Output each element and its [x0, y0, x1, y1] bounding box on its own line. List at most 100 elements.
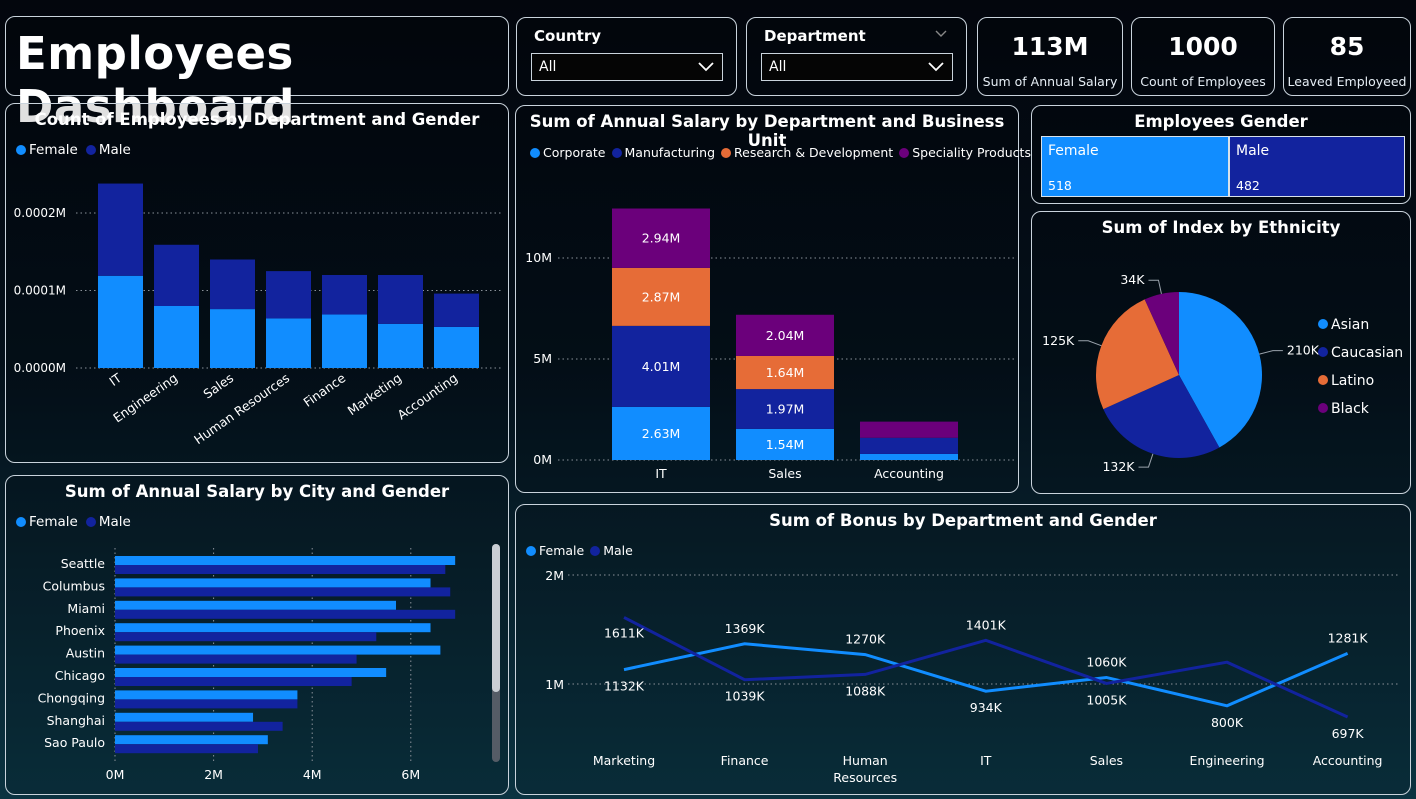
- legend-label: Male: [603, 543, 633, 558]
- legend-item-manufacturing[interactable]: Manufacturing: [611, 145, 715, 160]
- scrollbar-thumb[interactable]: [492, 544, 500, 692]
- tile-name: Female: [1048, 143, 1099, 159]
- bar-segment: [860, 421, 958, 438]
- legend-dot: [16, 145, 26, 155]
- bar-segment: [736, 389, 834, 429]
- x-tick-label: Finance: [721, 753, 769, 768]
- legend-label: Asian: [1331, 317, 1369, 333]
- y-tick-label: 1M: [545, 677, 564, 692]
- data-label: 2.04M: [766, 328, 805, 343]
- bar-female: [115, 578, 431, 588]
- legend-dot: [16, 517, 26, 527]
- legend-item-male[interactable]: Male: [85, 514, 131, 530]
- series-line-male: [623, 616, 1349, 719]
- gender-tile-male[interactable]: Male 482: [1229, 136, 1405, 197]
- x-tick-label: Sales: [200, 370, 236, 401]
- data-label: 934K: [970, 700, 1003, 715]
- ethnicity-pie-chart: 210K 132K 125K 34K Asian Caucasian Latino Black: [1042, 272, 1403, 474]
- legend-label: Caucasian: [1331, 345, 1403, 361]
- legend-item-female[interactable]: Female: [526, 543, 584, 558]
- legend-item-speciality[interactable]: Speciality Products: [899, 145, 1031, 160]
- legend-dot: [85, 517, 96, 527]
- gender-treemap: Female 518 Male 482: [1041, 136, 1405, 197]
- data-label: 1611K: [604, 625, 645, 640]
- legend-item-male[interactable]: Male: [85, 142, 131, 158]
- bar-segment: [736, 428, 834, 460]
- ethnicity-chart-card: Sum of Index by Ethnicity 210K 132K 125K 34…: [1031, 211, 1411, 494]
- y-tick-label: 0.0002M: [14, 206, 66, 220]
- bar-female: [115, 668, 387, 677]
- data-label: 1005K: [1086, 692, 1127, 707]
- y-tick-label: Chicago: [55, 668, 105, 683]
- data-label: 2.94M: [642, 231, 681, 246]
- x-tick-label: Accounting: [394, 370, 460, 422]
- bar-female: [266, 318, 311, 368]
- gender-tile-female[interactable]: Female 518: [1041, 136, 1229, 197]
- kpi-value: 1000: [1168, 32, 1238, 61]
- bonus-chart-card: Sum of Bonus by Department and Gender Fe…: [515, 504, 1411, 795]
- department-dropdown[interactable]: All: [761, 53, 953, 81]
- y-tick-label: 0.0000M: [14, 361, 66, 375]
- leader-line: [1138, 453, 1154, 468]
- tile-value: 518: [1048, 178, 1072, 193]
- data-label: 132K: [1102, 459, 1135, 474]
- legend-item-female[interactable]: Female: [16, 142, 78, 158]
- bar-male: [266, 271, 311, 319]
- y-tick-label: Sao Paulo: [44, 735, 105, 750]
- legend-label: Speciality Products: [912, 145, 1031, 160]
- data-label: 125K: [1042, 333, 1075, 348]
- bar-female: [378, 323, 423, 368]
- legend-item-corporate[interactable]: Corporate: [530, 145, 606, 160]
- data-label: 34K: [1120, 272, 1145, 287]
- data-label: 1270K: [845, 632, 886, 647]
- data-label: 800K: [1211, 715, 1244, 730]
- gender-title: Employees Gender: [1134, 112, 1308, 131]
- bar-male: [434, 293, 479, 327]
- x-tick-label: Human: [843, 753, 888, 768]
- city-gender-chart-card: Sum of Annual Salary by City and Gender …: [5, 475, 509, 795]
- bar-segment: [612, 267, 710, 326]
- chart-title: Sum of Annual Salary by City and Gender: [64, 482, 450, 501]
- department-slicer: Department All: [746, 17, 967, 96]
- data-label: 1088K: [845, 683, 886, 698]
- data-label: 2.87M: [642, 289, 681, 304]
- bar-female: [210, 309, 255, 368]
- y-tick-label: Seattle: [61, 556, 106, 571]
- x-tick-label: IT: [655, 466, 667, 481]
- legend-label: Female: [29, 142, 78, 158]
- y-tick-label: Chongqing: [38, 690, 105, 705]
- chart-legend: Corporate Manufacturing Research & Devel…: [530, 145, 1031, 160]
- bonus-line-chart: 1M 2M 1132K 1611K Marketing 1369K 1039K Finance…: [545, 568, 1400, 785]
- kpi-label: Leaved Employeed: [1287, 74, 1407, 89]
- bar-female: [154, 306, 199, 368]
- bar-male: [115, 699, 298, 709]
- salary-bu-chart: 0M 5M 10M 2.63M 4.01M 2.87M 2.94M IT 1.54M 1.97M 1…: [525, 208, 1016, 481]
- legend-label: Female: [29, 514, 78, 530]
- kpi-value: 85: [1329, 32, 1365, 61]
- legend-dot: [85, 145, 96, 155]
- legend-item-rnd[interactable]: Research & Development: [721, 145, 893, 160]
- kpi-value: 113M: [1011, 32, 1089, 61]
- leader-line: [1078, 340, 1102, 347]
- country-dropdown[interactable]: All: [531, 53, 723, 81]
- legend-dot: [1318, 403, 1328, 413]
- bar-male: [115, 654, 357, 664]
- bar-female: [115, 690, 298, 700]
- pie-slice-latino: [1096, 299, 1179, 410]
- legend-item-female[interactable]: Female: [16, 514, 78, 530]
- x-tick-label: Accounting: [874, 466, 944, 481]
- y-tick-label: 5M: [533, 351, 552, 366]
- scrollbar[interactable]: [492, 544, 500, 762]
- bar-segment: [736, 355, 834, 390]
- data-label: 210K: [1287, 343, 1320, 358]
- y-tick-label: Shanghai: [47, 713, 105, 728]
- y-tick-label: 2M: [545, 568, 564, 583]
- legend-item-male[interactable]: Male: [590, 543, 633, 558]
- bar-male: [115, 565, 446, 574]
- country-value: All: [539, 59, 557, 75]
- bar-male: [115, 677, 352, 686]
- y-tick-label: 0.0001M: [14, 284, 66, 298]
- bar-segment: [860, 453, 958, 460]
- legend-dot: [1318, 319, 1328, 329]
